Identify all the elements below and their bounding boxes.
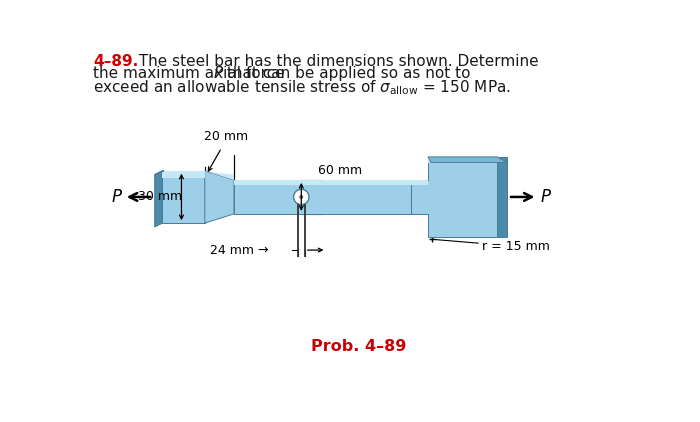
Text: the maximum axial force: the maximum axial force: [93, 66, 290, 81]
Polygon shape: [204, 171, 234, 180]
Polygon shape: [411, 157, 497, 237]
Text: 60 mm: 60 mm: [318, 164, 362, 177]
Polygon shape: [204, 171, 234, 223]
Circle shape: [300, 195, 303, 198]
Polygon shape: [155, 171, 164, 175]
Text: P: P: [540, 188, 550, 206]
Text: r = 15 mm: r = 15 mm: [482, 240, 550, 253]
Bar: [234, 180, 411, 185]
Text: 30 mm: 30 mm: [138, 190, 182, 203]
Text: that can be applied so as not to: that can be applied so as not to: [222, 66, 470, 81]
Text: Prob. 4–89: Prob. 4–89: [311, 339, 407, 354]
Bar: [162, 171, 204, 178]
Bar: [411, 180, 428, 185]
Text: 24 mm →: 24 mm →: [210, 243, 269, 257]
Text: 20 mm: 20 mm: [204, 130, 248, 143]
Bar: [162, 171, 204, 223]
Bar: [428, 157, 497, 163]
Text: exceed an allowable tensile stress of $\sigma_{\mathrm{allow}}$ = 150 MPa.: exceed an allowable tensile stress of $\…: [93, 78, 511, 97]
Bar: [234, 180, 411, 214]
Text: P: P: [111, 188, 121, 206]
Text: P: P: [214, 66, 223, 81]
Text: 4–89.: 4–89.: [93, 54, 139, 69]
Bar: [497, 157, 507, 237]
Circle shape: [293, 189, 309, 205]
Polygon shape: [428, 157, 507, 162]
Polygon shape: [155, 171, 162, 227]
Text: The steel bar has the dimensions shown. Determine: The steel bar has the dimensions shown. …: [130, 54, 539, 69]
